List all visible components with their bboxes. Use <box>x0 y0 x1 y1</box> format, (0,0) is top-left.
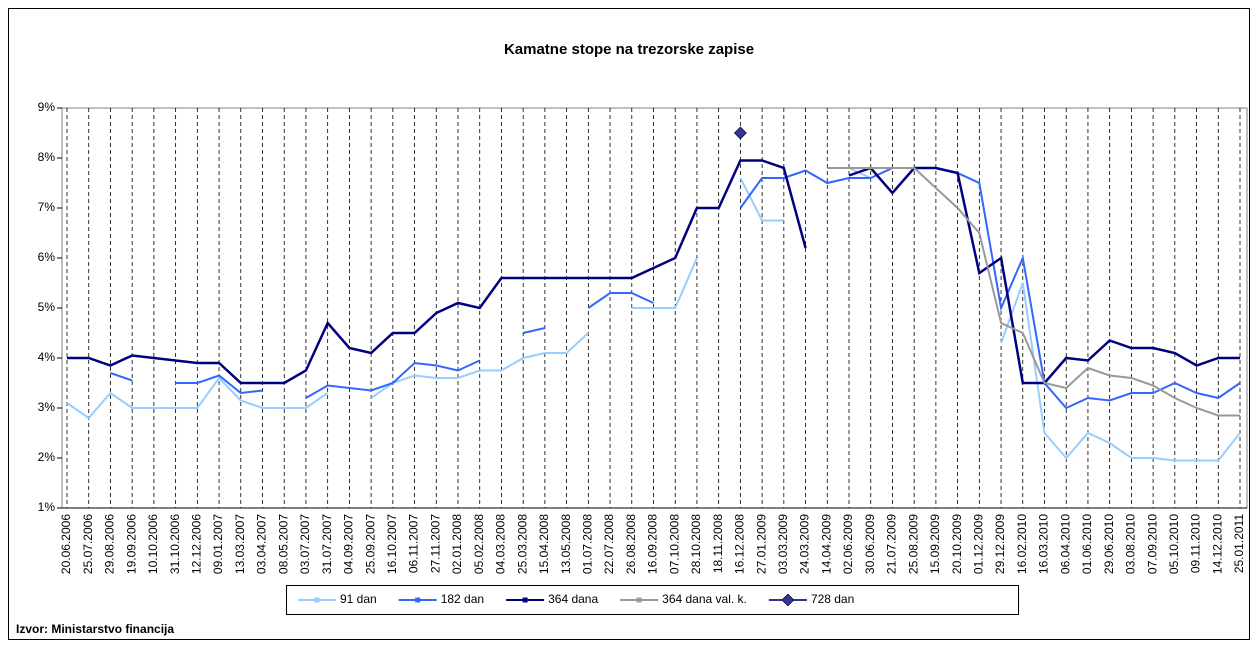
x-tick-label: 12.12.2006 <box>190 514 204 574</box>
chart-title: Kamatne stope na trezorske zapise <box>504 41 754 58</box>
y-tick-label: 5% <box>38 300 56 314</box>
x-tick-label: 01.07.2008 <box>581 514 595 574</box>
x-tick-label: 06.04.2010 <box>1058 514 1072 574</box>
y-tick-label: 4% <box>38 350 56 364</box>
x-tick-label: 30.06.2009 <box>863 514 877 574</box>
x-tick-label: 05.02.2008 <box>472 514 486 574</box>
x-tick-label: 16.09.2008 <box>646 514 660 574</box>
legend-label: 182 dan <box>441 592 484 606</box>
x-tick-label: 13.03.2007 <box>233 514 247 574</box>
x-tick-label: 07.10.2008 <box>667 514 681 574</box>
x-tick-label: 16.10.2007 <box>385 514 399 574</box>
x-tick-label: 02.01.2008 <box>450 514 464 574</box>
x-tick-label: 13.05.2008 <box>559 514 573 574</box>
x-tick-label: 03.07.2007 <box>298 514 312 574</box>
x-tick-label: 25.08.2009 <box>906 514 920 574</box>
x-tick-label: 05.10.2010 <box>1167 514 1181 574</box>
x-tick-label: 07.09.2010 <box>1145 514 1159 574</box>
x-tick-label: 31.07.2007 <box>320 514 334 574</box>
x-tick-label: 21.07.2009 <box>885 514 899 574</box>
x-tick-label: 25.01.2011 <box>1232 514 1246 573</box>
x-tick-label: 01.12.2009 <box>972 514 986 574</box>
y-tick-label: 1% <box>38 500 56 514</box>
series-line <box>66 167 1241 462</box>
x-tick-label: 02.06.2009 <box>841 514 855 574</box>
x-tick-label: 28.10.2008 <box>689 514 703 574</box>
series-line <box>827 167 1240 417</box>
x-tick-label: 25.07.2006 <box>81 514 95 574</box>
x-tick-label: 15.04.2008 <box>537 514 551 574</box>
legend-label: 364 dana <box>548 592 598 606</box>
y-tick-label: 7% <box>38 200 56 214</box>
x-tick-label: 03.04.2007 <box>255 514 269 574</box>
legend-label: 91 dan <box>340 592 377 606</box>
marker <box>781 593 795 607</box>
x-tick-label: 09.11.2010 <box>1189 514 1203 573</box>
y-tick-label: 3% <box>38 400 56 414</box>
x-tick-label: 26.08.2008 <box>624 514 638 574</box>
marker <box>415 597 421 603</box>
marker <box>733 126 747 140</box>
x-tick-label: 16.12.2008 <box>733 514 747 574</box>
x-tick-label: 06.11.2007 <box>407 514 421 573</box>
y-tick-label: 9% <box>38 100 56 114</box>
x-tick-label: 20.10.2009 <box>950 514 964 574</box>
x-tick-label: 14.12.2010 <box>1210 514 1224 574</box>
x-tick-label: 27.11.2007 <box>428 514 442 573</box>
series-line <box>110 167 1241 410</box>
x-tick-label: 14.04.2009 <box>819 514 833 574</box>
x-tick-label: 25.03.2008 <box>515 514 529 574</box>
x-tick-label: 03.08.2010 <box>1124 514 1138 574</box>
marker <box>636 597 642 603</box>
x-tick-label: 18.11.2008 <box>711 514 725 573</box>
x-tick-label: 31.10.2006 <box>168 514 182 574</box>
marker <box>522 597 528 603</box>
x-tick-label: 03.03.2009 <box>776 514 790 574</box>
x-tick-label: 08.05.2007 <box>276 514 290 574</box>
marker <box>314 597 320 603</box>
x-tick-label: 29.12.2009 <box>993 514 1007 574</box>
x-tick-label: 29.06.2010 <box>1102 514 1116 574</box>
source-note: Izvor: Ministarstvo financija <box>16 622 174 636</box>
x-tick-label: 16.03.2010 <box>1037 514 1051 574</box>
x-tick-label: 04.09.2007 <box>342 514 356 574</box>
legend-label: 364 dana val. k. <box>662 592 747 606</box>
x-tick-label: 15.09.2009 <box>928 514 942 574</box>
x-tick-label: 25.09.2007 <box>363 514 377 574</box>
x-tick-label: 19.09.2006 <box>124 514 138 574</box>
x-tick-label: 09.01.2007 <box>211 514 225 574</box>
x-tick-label: 04.03.2008 <box>494 514 508 574</box>
y-tick-label: 2% <box>38 450 56 464</box>
chart-border <box>8 8 1250 640</box>
x-tick-label: 24.03.2009 <box>798 514 812 574</box>
x-tick-label: 29.08.2006 <box>103 514 117 574</box>
y-tick-label: 6% <box>38 250 56 264</box>
y-tick-label: 8% <box>38 150 56 164</box>
legend-label: 728 dan <box>811 592 854 606</box>
x-tick-label: 10.10.2006 <box>146 514 160 574</box>
x-tick-label: 16.02.2010 <box>1015 514 1029 574</box>
x-tick-label: 20.06.2006 <box>59 514 73 574</box>
x-tick-label: 27.01.2009 <box>754 514 768 574</box>
x-tick-label: 22.07.2008 <box>602 514 616 574</box>
x-tick-label: 01.06.2010 <box>1080 514 1094 574</box>
